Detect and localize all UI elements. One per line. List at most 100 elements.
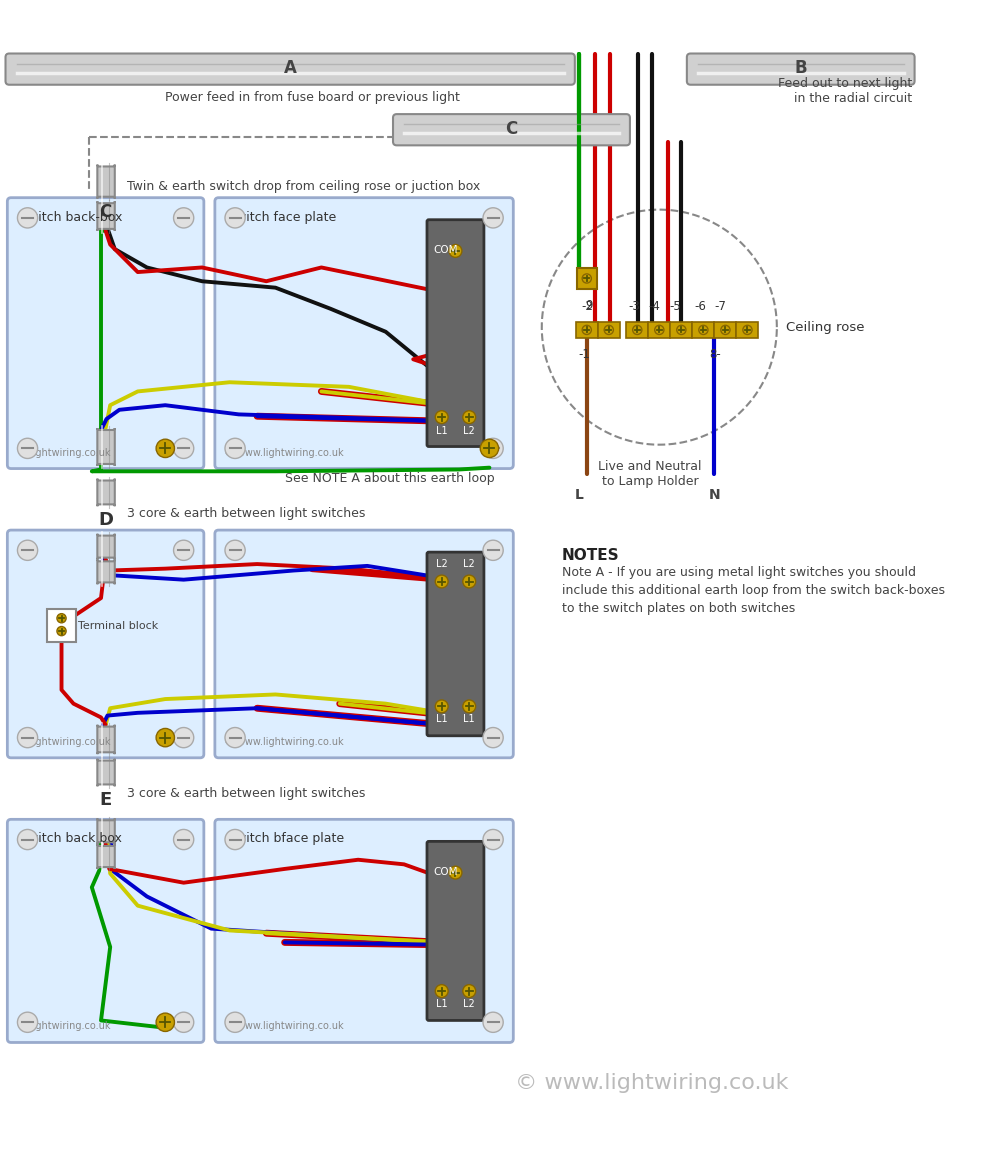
Text: D: D <box>98 510 113 529</box>
Circle shape <box>17 1013 38 1032</box>
Text: -5: -5 <box>669 301 681 313</box>
FancyBboxPatch shape <box>97 844 115 869</box>
Text: © www.lightwiring.co.uk: © www.lightwiring.co.uk <box>224 447 344 457</box>
Circle shape <box>225 438 245 458</box>
Text: © www.lightwiring.co.uk: © www.lightwiring.co.uk <box>515 1073 789 1093</box>
FancyBboxPatch shape <box>687 53 915 85</box>
Text: N: N <box>709 487 720 502</box>
Circle shape <box>435 700 448 713</box>
FancyBboxPatch shape <box>427 841 484 1021</box>
Circle shape <box>463 411 476 424</box>
Text: E: E <box>99 791 112 809</box>
Circle shape <box>655 325 664 334</box>
Text: L1: L1 <box>436 714 447 725</box>
FancyBboxPatch shape <box>6 53 575 85</box>
Text: L1: L1 <box>436 999 447 1009</box>
Text: C: C <box>99 203 112 221</box>
Text: Switch bface plate: Switch bface plate <box>228 832 344 846</box>
Circle shape <box>174 207 194 228</box>
FancyBboxPatch shape <box>97 165 115 198</box>
Circle shape <box>463 985 476 998</box>
Circle shape <box>174 829 194 850</box>
FancyBboxPatch shape <box>47 609 76 642</box>
FancyBboxPatch shape <box>736 321 758 339</box>
FancyBboxPatch shape <box>714 321 736 339</box>
FancyBboxPatch shape <box>97 429 115 465</box>
Circle shape <box>721 325 730 334</box>
Circle shape <box>17 207 38 228</box>
Text: © lightwiring.co.uk: © lightwiring.co.uk <box>17 737 110 746</box>
Text: L: L <box>575 487 584 502</box>
Text: © lightwiring.co.uk: © lightwiring.co.uk <box>17 447 110 457</box>
FancyBboxPatch shape <box>692 321 714 339</box>
Text: 8-: 8- <box>709 348 721 362</box>
FancyBboxPatch shape <box>97 202 115 230</box>
Circle shape <box>582 274 591 283</box>
FancyBboxPatch shape <box>427 552 484 736</box>
FancyBboxPatch shape <box>97 560 115 584</box>
Circle shape <box>435 411 448 424</box>
Text: L2: L2 <box>463 999 475 1009</box>
FancyBboxPatch shape <box>215 819 513 1043</box>
Circle shape <box>483 728 503 748</box>
Circle shape <box>699 325 708 334</box>
Text: COM: COM <box>433 245 458 255</box>
FancyBboxPatch shape <box>427 220 484 447</box>
Circle shape <box>156 1013 174 1031</box>
Text: COM: COM <box>433 866 458 877</box>
Text: © lightwiring.co.uk: © lightwiring.co.uk <box>17 1022 110 1031</box>
FancyBboxPatch shape <box>97 725 115 755</box>
FancyBboxPatch shape <box>7 198 204 469</box>
Text: Switch back box: Switch back box <box>20 832 122 846</box>
Text: -1: -1 <box>579 348 590 362</box>
Text: A: A <box>284 59 297 77</box>
Text: Twin & earth switch drop from ceiling rose or juction box: Twin & earth switch drop from ceiling ro… <box>127 180 480 194</box>
Text: 3 core & earth between light switches: 3 core & earth between light switches <box>127 507 365 520</box>
Text: Power feed in from fuse board or previous light: Power feed in from fuse board or previou… <box>165 91 460 104</box>
Text: -7: -7 <box>714 301 726 313</box>
Text: Ceiling rose: Ceiling rose <box>786 320 865 334</box>
FancyBboxPatch shape <box>576 321 598 339</box>
Circle shape <box>156 439 174 457</box>
FancyBboxPatch shape <box>215 530 513 758</box>
Circle shape <box>435 575 448 588</box>
Text: -6: -6 <box>694 301 706 313</box>
FancyBboxPatch shape <box>393 114 630 145</box>
Text: -4: -4 <box>648 301 660 313</box>
Circle shape <box>463 700 476 713</box>
Circle shape <box>435 985 448 998</box>
Text: © www.lightwiring.co.uk: © www.lightwiring.co.uk <box>224 1022 344 1031</box>
Circle shape <box>449 866 462 879</box>
Circle shape <box>225 829 245 850</box>
Text: -2: -2 <box>581 301 593 313</box>
FancyBboxPatch shape <box>97 479 115 506</box>
Circle shape <box>17 438 38 458</box>
FancyBboxPatch shape <box>626 321 648 339</box>
Circle shape <box>174 438 194 458</box>
Circle shape <box>57 627 66 636</box>
Circle shape <box>449 244 462 257</box>
Text: Live and Neutral
to Lamp Holder: Live and Neutral to Lamp Holder <box>598 461 702 488</box>
Circle shape <box>483 1013 503 1032</box>
Circle shape <box>483 829 503 850</box>
Circle shape <box>156 728 174 746</box>
FancyBboxPatch shape <box>215 198 513 469</box>
Circle shape <box>225 728 245 748</box>
Text: NOTES: NOTES <box>562 547 620 562</box>
Circle shape <box>17 728 38 748</box>
Circle shape <box>483 207 503 228</box>
Circle shape <box>174 540 194 560</box>
Text: Switch back-box: Switch back-box <box>20 211 123 223</box>
Circle shape <box>483 438 503 458</box>
Text: L1: L1 <box>436 426 447 435</box>
Circle shape <box>174 728 194 748</box>
Circle shape <box>582 325 591 334</box>
Text: L2: L2 <box>463 426 475 435</box>
Circle shape <box>677 325 686 334</box>
Text: Note A - If you are using metal light switches you should
include this additiona: Note A - If you are using metal light sw… <box>562 566 945 615</box>
Circle shape <box>17 829 38 850</box>
Circle shape <box>57 614 66 623</box>
Circle shape <box>225 207 245 228</box>
Text: See NOTE A about this earth loop: See NOTE A about this earth loop <box>285 472 494 485</box>
FancyBboxPatch shape <box>577 268 597 289</box>
